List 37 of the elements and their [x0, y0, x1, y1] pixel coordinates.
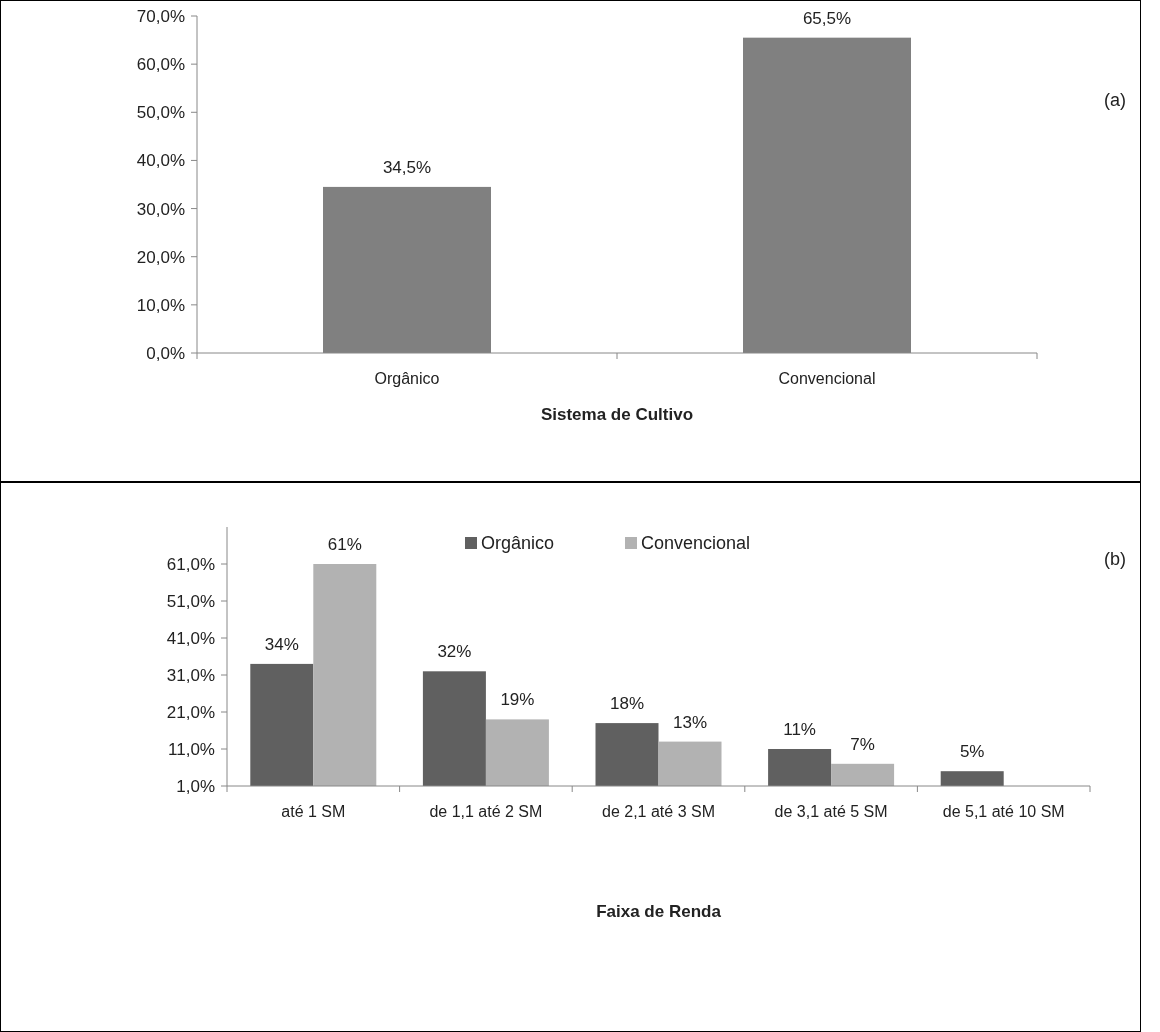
y-tick-label: 31,0%: [166, 666, 215, 685]
y-tick-label: 1,0%: [176, 777, 215, 796]
y-tick-label: 20,0%: [136, 247, 185, 267]
y-tick-label: 0,0%: [146, 344, 185, 363]
y-tick-label: 41,0%: [166, 629, 215, 648]
x-tick-label: de 3,1 até 5 SM: [774, 803, 888, 820]
data-label: 34%: [264, 634, 299, 654]
data-label: 11%: [783, 720, 816, 739]
data-label: 32%: [437, 642, 472, 662]
x-axis-title: Sistema de Cultivo: [540, 405, 694, 424]
x-tick-label: até 1 SM: [281, 803, 346, 820]
legend-label: Orgânico: [481, 533, 555, 553]
y-tick-label: 60,0%: [136, 55, 185, 75]
data-label: 13%: [672, 712, 708, 732]
data-label: 18%: [609, 694, 645, 714]
data-label: 34,5%: [382, 157, 432, 177]
y-tick-label: 21,0%: [166, 703, 215, 722]
y-tick-label: 10,0%: [136, 295, 185, 315]
x-axis-title: Faixa de Renda: [596, 902, 722, 921]
data-label: 19%: [500, 690, 535, 710]
x-tick-label: de 2,1 até 3 SM: [602, 803, 715, 820]
y-tick-label: 50,0%: [136, 103, 185, 123]
y-tick-label: 51,0%: [166, 592, 215, 611]
data-label: 61%: [327, 535, 362, 554]
x-tick-label: de 5,1 até 10 SM: [942, 803, 1065, 820]
y-tick-label: 11,0%: [168, 740, 215, 759]
y-tick-label: 70,0%: [136, 7, 185, 26]
data-label: 7%: [850, 734, 875, 754]
y-tick-label: 30,0%: [136, 199, 185, 219]
text: (b): [1104, 549, 1126, 569]
y-tick-label: 61,0%: [166, 555, 215, 574]
text: (a): [1104, 90, 1126, 110]
y-tick-label: 40,0%: [136, 151, 185, 171]
x-tick-label: de 1,1 até 2 SM: [429, 803, 543, 820]
legend-label: Convencional: [641, 533, 751, 553]
data-label: 5%: [959, 742, 985, 762]
data-label: 65,5%: [802, 8, 852, 28]
